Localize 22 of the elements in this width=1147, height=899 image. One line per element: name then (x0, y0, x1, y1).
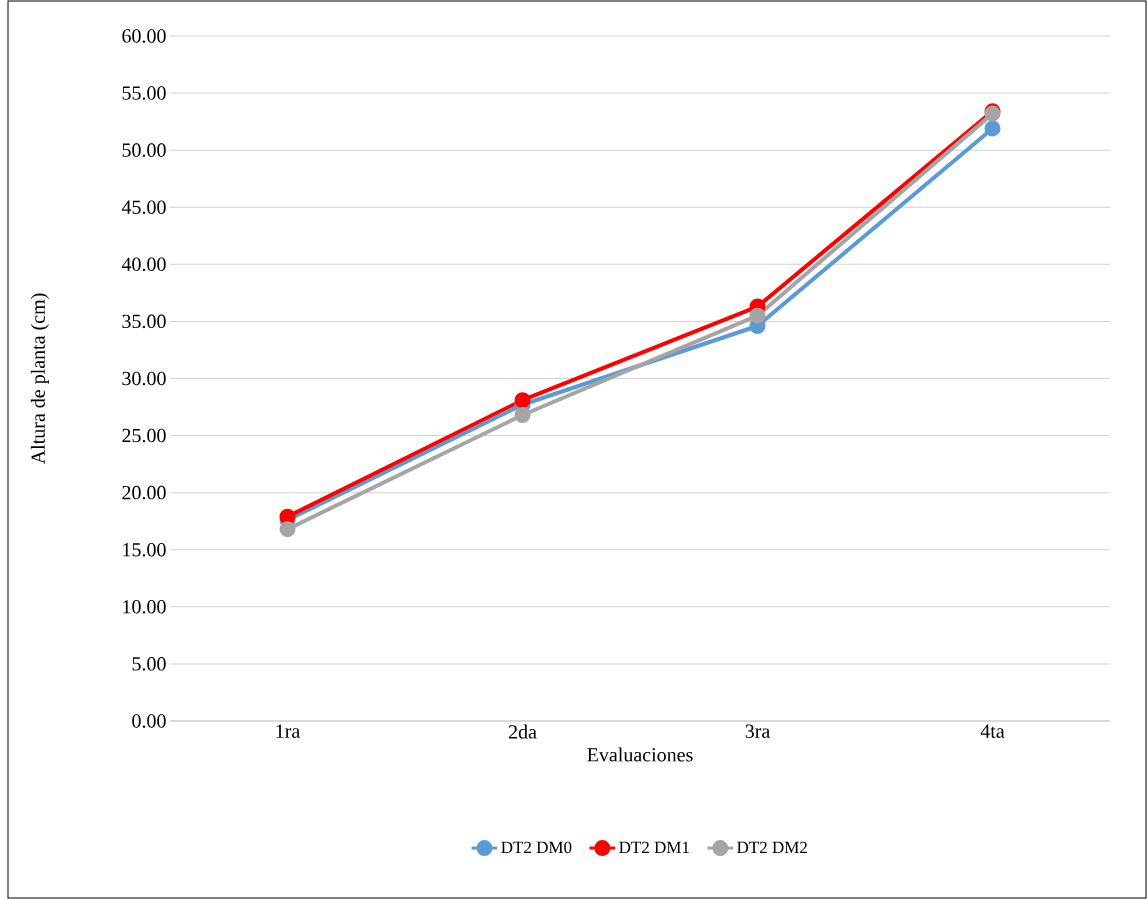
y-tick-label: 40.00 (121, 257, 166, 272)
y-tick-label: 35.00 (122, 314, 166, 329)
y-tick-label: 10.00 (123, 600, 166, 614)
legend-label: DT2 DM0 (501, 841, 572, 854)
x-tick-label: 3ra (745, 724, 770, 738)
y-tick-label: 0.00 (132, 714, 166, 728)
x-tick-label: 4ta (980, 724, 1005, 738)
y-axis-title: Altura de planta (cm) (30, 293, 49, 465)
y-tick-label: 5.00 (132, 657, 166, 671)
legend-label: DT2 DM1 (619, 841, 689, 853)
y-tick-label: 20.00 (122, 485, 166, 500)
x-axis-title: Evaluaciones (587, 747, 693, 762)
y-tick-label: 55.00 (122, 86, 166, 100)
y-tick-label: 25.00 (122, 428, 166, 443)
y-tick-label: 45.00 (121, 200, 166, 215)
y-tick-label: 30.00 (122, 371, 166, 386)
x-tick-label: 1ra (276, 724, 300, 738)
y-tick-label: 50.00 (122, 143, 166, 157)
y-tick-label: 60.00 (122, 29, 166, 43)
x-tick-label: 2da (508, 724, 537, 739)
y-tick-label: 15.00 (123, 542, 166, 557)
legend-label: DT2 DM2 (737, 841, 807, 853)
